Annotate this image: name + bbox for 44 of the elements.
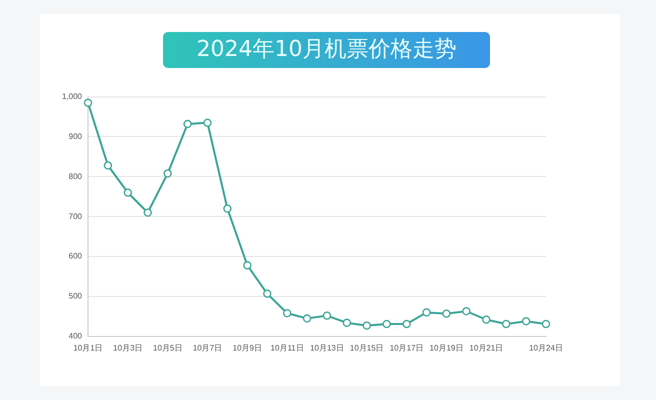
point xyxy=(302,314,312,323)
x-tick-label: 10月24日 xyxy=(529,343,563,352)
y-tick-label: 800 xyxy=(68,172,83,181)
point xyxy=(322,311,332,320)
x-tick-label: 10月21日 xyxy=(469,343,504,352)
point xyxy=(482,315,490,324)
point xyxy=(462,307,470,316)
point xyxy=(183,120,192,128)
y-tick-label: 400 xyxy=(68,332,83,341)
point xyxy=(422,308,431,317)
point xyxy=(502,320,510,328)
point xyxy=(124,188,132,197)
point xyxy=(263,290,272,298)
point xyxy=(382,320,391,328)
point xyxy=(104,161,112,170)
x-tick-label: 10月17日 xyxy=(390,343,424,352)
y-tick-label: 1,000 xyxy=(62,92,83,102)
x-tick-label: 10月7日 xyxy=(192,343,222,352)
point xyxy=(243,261,252,270)
point xyxy=(203,118,212,127)
x-tick-label: 10月15日 xyxy=(350,343,384,352)
x-tick-label: 10月13日 xyxy=(310,343,344,352)
point xyxy=(522,317,530,326)
x-tick-label: 10月19日 xyxy=(430,343,464,352)
point xyxy=(223,204,232,213)
chart-title: 2024年10月机票价格走势 xyxy=(163,32,490,68)
y-tick-label: 500 xyxy=(68,292,83,301)
y-tick-label: 900 xyxy=(68,132,83,141)
point xyxy=(442,309,451,318)
point xyxy=(402,320,411,328)
point xyxy=(542,320,550,328)
point xyxy=(362,321,371,330)
x-tick-label: 10月11日 xyxy=(270,343,304,352)
x-tick-label: 10月9日 xyxy=(232,343,262,352)
x-tick-label: 10月1日 xyxy=(73,343,103,352)
y-tick-label: 700 xyxy=(68,212,83,221)
x-tick-label: 10月3日 xyxy=(113,343,143,352)
point xyxy=(282,309,292,318)
point xyxy=(164,169,172,178)
point xyxy=(342,318,352,327)
point xyxy=(84,98,92,107)
x-tick-label: 10月5日 xyxy=(152,343,182,352)
y-tick-label: 600 xyxy=(68,252,83,261)
point xyxy=(144,208,152,217)
